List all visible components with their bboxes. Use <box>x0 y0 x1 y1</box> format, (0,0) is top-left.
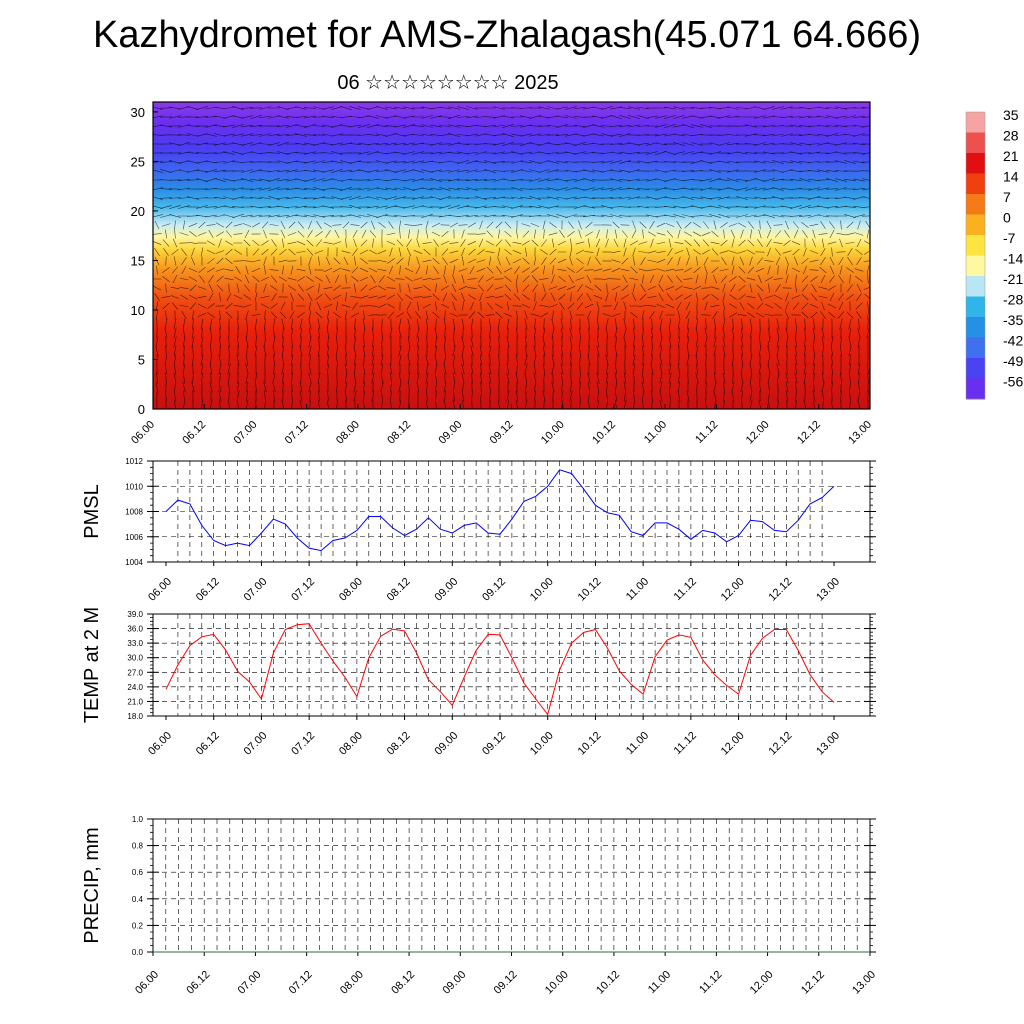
y-tick-label: 0.4 <box>132 895 144 904</box>
y-tick-label: 39.0 <box>127 610 143 619</box>
y-tick-label: 21.0 <box>127 697 143 706</box>
colorbar-label: -42 <box>1003 333 1023 349</box>
y-tick-label: 24.0 <box>127 683 143 692</box>
y-minor-ticks <box>150 460 873 563</box>
x-tick-label: 07.00 <box>236 969 264 997</box>
y-axis-title: TEMP at 2 M <box>81 607 103 723</box>
colorbar-label: 35 <box>1003 107 1019 123</box>
colorbar-label: -35 <box>1003 312 1023 328</box>
x-tick-label: 06.00 <box>133 969 161 997</box>
colorbar-swatch <box>966 153 985 174</box>
wind-vectors <box>153 105 870 409</box>
colorbar-label: -7 <box>1003 230 1016 246</box>
x-tick-label: 12.12 <box>799 969 827 997</box>
chart-subtitle: 06 ☆☆☆☆☆☆☆☆ 2025 <box>337 72 559 94</box>
colorbar-swatch <box>966 132 985 154</box>
colorbar-label: 14 <box>1003 169 1019 185</box>
warm-core <box>491 349 568 409</box>
y-tick-label: 10 <box>131 303 145 318</box>
y-minor-ticks <box>150 613 873 717</box>
series-line <box>165 469 835 552</box>
y-tick-label: 1.0 <box>132 815 144 824</box>
x-tick-label: 10.00 <box>543 969 571 997</box>
y-tick-label: 30 <box>131 105 145 120</box>
y-tick-label: 20 <box>131 204 145 219</box>
x-tick-label: 10.12 <box>594 969 622 997</box>
y-minor-ticks <box>150 818 873 953</box>
colorbar-label: -56 <box>1003 374 1023 390</box>
warm-core <box>184 349 261 409</box>
y-tick-label: 33.0 <box>127 639 143 648</box>
colorbar-swatch <box>966 173 985 195</box>
y-axis-title: PRECIP, mm <box>81 827 103 943</box>
colorbar-swatch <box>966 358 985 379</box>
y-tick-label: 0.8 <box>132 842 144 851</box>
colorbar-label: -14 <box>1003 251 1023 267</box>
warm-core <box>286 349 363 409</box>
y-tick-label: 25 <box>131 154 145 169</box>
y-axis-title: PMSL <box>81 484 103 538</box>
y-tick-label: 36.0 <box>127 625 143 634</box>
x-tick-label: 09.12 <box>492 969 520 997</box>
y-tick-label: 15 <box>131 253 145 268</box>
x-tick-label: 12.00 <box>748 969 776 997</box>
y-tick-label: 0.2 <box>132 921 144 930</box>
x-tick-label: 11.12 <box>697 969 724 996</box>
x-tick-label: 09.00 <box>440 969 468 997</box>
colorbar-label: 21 <box>1003 148 1019 164</box>
y-tick-label: 1010 <box>125 482 143 491</box>
colorbar-label: 7 <box>1003 189 1011 205</box>
colorbar-swatch <box>966 112 985 133</box>
colorbar-label: -21 <box>1003 271 1023 287</box>
colorbar-swatch <box>966 194 985 215</box>
x-tick-label: 13.00 <box>850 969 878 997</box>
y-tick-label: 0 <box>138 402 145 417</box>
colorbar-swatch <box>966 214 985 236</box>
series-line <box>165 623 835 716</box>
x-tick-label: 08.00 <box>338 969 366 997</box>
colorbar-frame <box>965 111 986 400</box>
colorbar-swatch <box>966 317 985 338</box>
colorbar-swatch <box>966 255 985 277</box>
y-tick-label: 27.0 <box>127 668 143 677</box>
x-tick-label: 11.00 <box>646 969 673 996</box>
x-grid <box>165 819 858 952</box>
colorbar-swatch <box>966 337 985 359</box>
colorbar-swatch <box>966 235 985 256</box>
y-tick-label: 0.0 <box>132 948 144 957</box>
colorbar-label: -49 <box>1003 353 1023 369</box>
y-tick-label: 1012 <box>125 457 143 466</box>
colorbar-label: 28 <box>1003 128 1019 144</box>
colorbar-swatch <box>966 296 985 318</box>
colorbar-swatch <box>966 378 985 400</box>
chart-title: Kazhydromet for AMS-Zhalagash(45.071 64.… <box>92 14 922 56</box>
colorbar-swatch <box>966 276 985 297</box>
y-tick-label: 1004 <box>125 558 143 567</box>
x-tick-label: 08.12 <box>389 969 417 997</box>
y-tick-label: 0.6 <box>132 868 144 877</box>
y-tick-label: 30.0 <box>127 654 143 663</box>
x-tick-label: 06.12 <box>184 969 212 997</box>
y-tick-label: 18.0 <box>127 712 143 721</box>
y-tick-label: 5 <box>138 352 145 367</box>
warm-core <box>798 349 870 409</box>
y-tick-label: 1006 <box>125 533 143 542</box>
colorbar-label: 0 <box>1003 210 1011 226</box>
colorbar-label: -28 <box>1003 292 1023 308</box>
y-tick-label: 1008 <box>125 508 143 517</box>
x-tick-label: 07.12 <box>287 969 315 997</box>
